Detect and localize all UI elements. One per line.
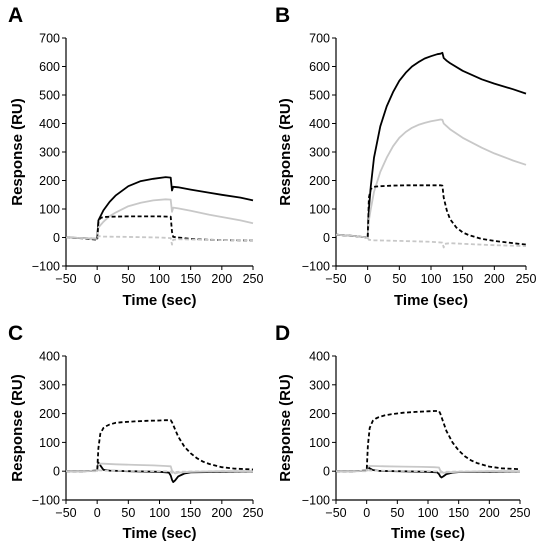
y-tick-label: −100 bbox=[302, 494, 330, 508]
panel-letter: D bbox=[275, 322, 290, 345]
y-tick-label: 0 bbox=[323, 231, 330, 245]
x-tick-label: 50 bbox=[392, 272, 406, 286]
y-tick-label: 600 bbox=[39, 60, 60, 74]
y-tick-label: 0 bbox=[53, 231, 60, 245]
x-tick-label: 150 bbox=[448, 506, 469, 520]
x-axis-label: Time (sec) bbox=[391, 525, 465, 542]
x-tick-label: 200 bbox=[484, 272, 505, 286]
x-tick-label: 250 bbox=[516, 272, 537, 286]
y-axis-label: Response (RU) bbox=[9, 98, 26, 206]
series-line-dashed-black bbox=[66, 419, 254, 473]
x-axis-label: Time (sec) bbox=[394, 292, 468, 309]
series-line-solid-black bbox=[335, 51, 527, 239]
chart-panel-b: B −100 0 100 200 300 400 500 600 700 −50 0 50 100 150 2… bbox=[275, 4, 536, 309]
x-tick-label: 250 bbox=[243, 506, 264, 520]
x-tick-label: 50 bbox=[121, 272, 135, 286]
chart-panel-c: C −100 0 100 200 300 400 −50 0 50 100 150 200 250 Time… bbox=[8, 322, 263, 542]
y-tick-label: 500 bbox=[309, 89, 330, 103]
series-line-dashed-gray bbox=[65, 235, 254, 246]
x-tick-label: 200 bbox=[211, 272, 232, 286]
series-line-dashed-black bbox=[65, 215, 253, 242]
y-tick-label: 400 bbox=[309, 350, 330, 364]
y-tick-label: 100 bbox=[309, 203, 330, 217]
y-axis-label: Response (RU) bbox=[9, 374, 26, 482]
panel-letter: C bbox=[8, 322, 23, 345]
y-tick-label: 200 bbox=[309, 407, 330, 421]
x-tick-label: 50 bbox=[121, 506, 135, 520]
y-tick-label: 400 bbox=[309, 117, 330, 131]
x-tick-label: 50 bbox=[390, 506, 404, 520]
x-tick-label: 200 bbox=[479, 506, 500, 520]
y-tick-label: 700 bbox=[309, 32, 330, 46]
panel-letter: B bbox=[275, 4, 290, 27]
y-tick-label: 300 bbox=[39, 146, 60, 160]
y-tick-label: 100 bbox=[309, 436, 330, 450]
x-tick-label: 150 bbox=[180, 506, 201, 520]
x-tick-label: 250 bbox=[243, 272, 264, 286]
x-tick-label: 100 bbox=[418, 506, 439, 520]
chart-panel-a: A −100 0 100 200 300 400 500 600 700 −50 0 50 100 150 2… bbox=[8, 4, 263, 309]
y-tick-label: 100 bbox=[39, 436, 60, 450]
series-line-dashed-gray bbox=[336, 469, 520, 474]
y-tick-label: −100 bbox=[32, 494, 60, 508]
x-tick-label: 200 bbox=[211, 506, 232, 520]
x-tick-label: −50 bbox=[55, 506, 76, 520]
series-line-solid-black bbox=[336, 466, 521, 479]
x-axis-label: Time (sec) bbox=[123, 292, 197, 309]
x-tick-label: 100 bbox=[149, 506, 170, 520]
y-tick-label: 0 bbox=[323, 465, 330, 479]
x-tick-label: −50 bbox=[325, 506, 346, 520]
panel-letter: A bbox=[8, 4, 23, 27]
series-line-dashed-black bbox=[336, 410, 521, 473]
y-tick-label: 600 bbox=[309, 60, 330, 74]
series-line-dashed-black bbox=[335, 184, 527, 246]
x-tick-label: 150 bbox=[180, 272, 201, 286]
series-line-dashed-gray bbox=[335, 233, 527, 249]
series-line-solid-gray bbox=[65, 198, 254, 240]
y-tick-label: −100 bbox=[32, 260, 60, 274]
y-tick-label: 400 bbox=[39, 350, 60, 364]
series-line-dashed-gray bbox=[66, 469, 253, 474]
chart-panel-d: D −100 0 100 200 300 400 −50 0 50 100 150 200 250 Time… bbox=[275, 322, 530, 542]
y-tick-label: 200 bbox=[39, 407, 60, 421]
x-axis-label: Time (sec) bbox=[123, 525, 197, 542]
y-tick-label: 100 bbox=[39, 203, 60, 217]
x-tick-label: −50 bbox=[55, 272, 76, 286]
y-tick-label: 400 bbox=[39, 117, 60, 131]
x-tick-label: 100 bbox=[421, 272, 442, 286]
y-tick-label: 200 bbox=[309, 174, 330, 188]
x-tick-label: 100 bbox=[149, 272, 170, 286]
y-tick-label: 500 bbox=[39, 89, 60, 103]
y-tick-label: 300 bbox=[309, 146, 330, 160]
x-tick-label: −50 bbox=[325, 272, 346, 286]
y-axis-label: Response (RU) bbox=[277, 98, 294, 206]
series-line-solid-black bbox=[65, 176, 254, 240]
y-tick-label: 700 bbox=[39, 32, 60, 46]
y-tick-label: 200 bbox=[39, 174, 60, 188]
x-tick-label: 0 bbox=[363, 506, 370, 520]
y-tick-label: 300 bbox=[39, 378, 60, 392]
x-tick-label: 250 bbox=[510, 506, 531, 520]
y-tick-label: 300 bbox=[309, 378, 330, 392]
y-tick-label: 0 bbox=[53, 465, 60, 479]
x-tick-label: 150 bbox=[452, 272, 473, 286]
y-tick-label: −100 bbox=[302, 260, 330, 274]
x-tick-label: 0 bbox=[364, 272, 371, 286]
x-tick-label: 0 bbox=[94, 272, 101, 286]
y-axis-label: Response (RU) bbox=[277, 374, 294, 482]
x-tick-label: 0 bbox=[94, 506, 101, 520]
series-line-solid-gray bbox=[335, 118, 527, 239]
